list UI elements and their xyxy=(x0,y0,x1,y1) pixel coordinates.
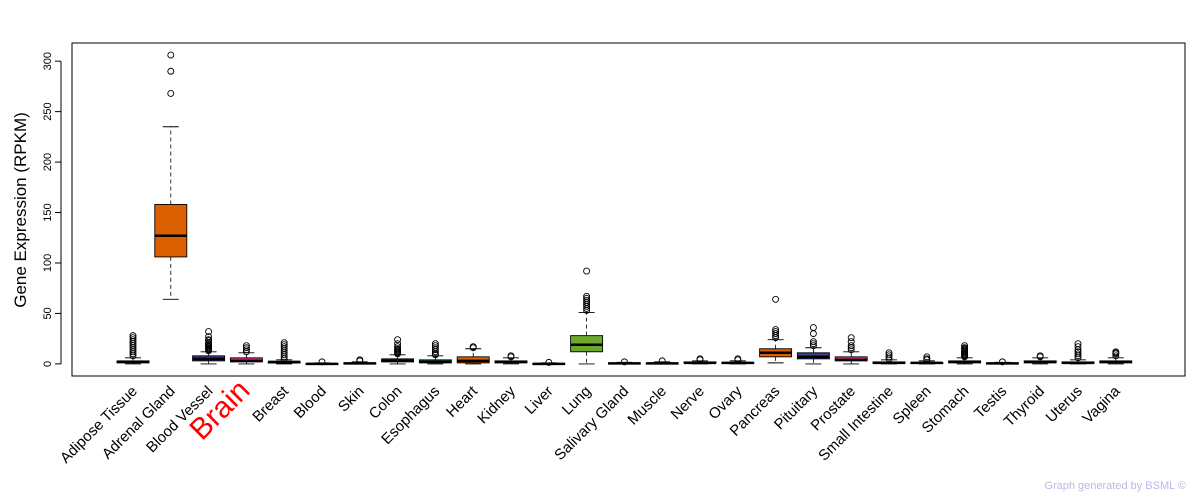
box-nerve xyxy=(684,356,716,364)
x-tick-label-uterus: Uterus xyxy=(1043,383,1086,426)
outlier-point xyxy=(168,68,174,74)
box-blood xyxy=(306,359,338,365)
y-tick-label: 150 xyxy=(42,203,54,221)
box-small-intestine xyxy=(873,350,905,364)
box-esophagus xyxy=(419,341,451,364)
x-tick-label-vagina: Vagina xyxy=(1079,382,1124,427)
box-stomach xyxy=(949,343,981,364)
y-tick-label: 300 xyxy=(42,52,54,70)
outlier-point xyxy=(773,296,779,302)
box-prostate xyxy=(835,335,867,364)
box-adipose-tissue xyxy=(117,333,149,364)
outlier-point xyxy=(848,335,854,341)
box-thyroid xyxy=(1024,353,1056,364)
y-tick-label: 0 xyxy=(42,361,54,367)
box-salivary-gland xyxy=(608,359,640,365)
box-pancreas xyxy=(760,296,792,363)
x-tick-label-muscle: Muscle xyxy=(624,383,670,429)
box-skin xyxy=(344,357,376,364)
y-tick-label: 50 xyxy=(42,307,54,319)
y-tick-label: 250 xyxy=(42,102,54,120)
box-layer xyxy=(117,52,1132,365)
box-brain xyxy=(230,343,262,364)
outlier-point xyxy=(810,325,816,331)
outlier-point xyxy=(168,52,174,58)
box-adrenal-gland xyxy=(155,52,187,299)
x-tick-label-blood: Blood xyxy=(291,383,330,422)
box-iqr xyxy=(155,204,187,256)
box-testis xyxy=(986,359,1018,365)
outlier-point xyxy=(395,337,401,343)
box-spleen xyxy=(911,354,943,364)
credit-text: Graph generated by BSML © xyxy=(1044,480,1186,492)
axis-layer: 0 50 100 150 200 250 300 xyxy=(42,52,61,367)
box-vagina xyxy=(1100,349,1132,364)
plot-frame xyxy=(72,43,1185,376)
box-blood-vessel xyxy=(193,329,225,364)
box-ovary xyxy=(722,356,754,364)
box-breast xyxy=(268,340,300,364)
box-muscle xyxy=(646,358,678,364)
x-tick-label-skin: Skin xyxy=(335,383,368,416)
box-uterus xyxy=(1062,341,1094,364)
box-pituitary xyxy=(797,325,829,364)
x-tick-label-nerve: Nerve xyxy=(668,383,708,423)
x-tick-label-thyroid: Thyroid xyxy=(1001,383,1048,430)
outlier-point xyxy=(584,268,590,274)
x-tick-label-kidney: Kidney xyxy=(474,382,519,427)
outlier-point xyxy=(810,331,816,337)
box-colon xyxy=(382,337,414,364)
box-kidney xyxy=(495,353,527,364)
box-heart xyxy=(457,344,489,364)
x-tick-label-liver: Liver xyxy=(522,383,557,418)
outlier-point xyxy=(168,90,174,96)
y-tick-label: 200 xyxy=(42,153,54,171)
box-liver xyxy=(533,359,565,365)
y-axis-label: Gene Expression (RPKM) xyxy=(11,112,30,308)
y-tick-label: 100 xyxy=(42,254,54,272)
box-lung xyxy=(571,268,603,364)
x-tick-label-breast: Breast xyxy=(249,382,292,425)
